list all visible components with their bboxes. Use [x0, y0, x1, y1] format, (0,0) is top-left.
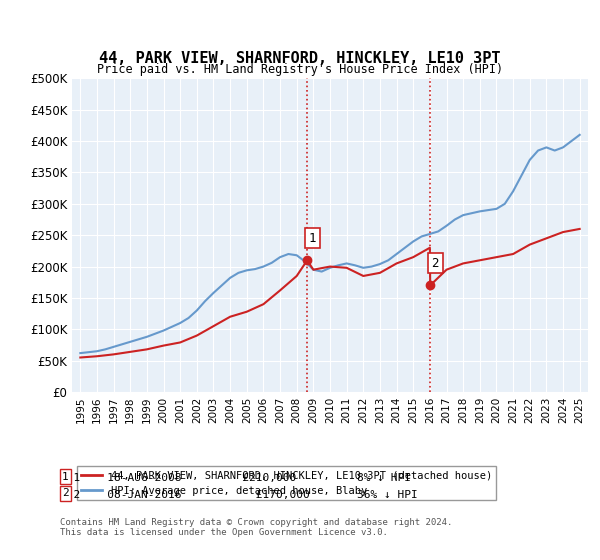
Text: 1: 1 — [308, 232, 316, 245]
Text: Contains HM Land Registry data © Crown copyright and database right 2024.
This d: Contains HM Land Registry data © Crown c… — [60, 518, 452, 538]
Text: Price paid vs. HM Land Registry's House Price Index (HPI): Price paid vs. HM Land Registry's House … — [97, 63, 503, 77]
Text: 1    18-AUG-2008         £210,000         8% ↓ HPI: 1 18-AUG-2008 £210,000 8% ↓ HPI — [60, 473, 411, 483]
Legend: 44, PARK VIEW, SHARNFORD, HINCKLEY, LE10 3PT (detached house), HPI: Average pric: 44, PARK VIEW, SHARNFORD, HINCKLEY, LE10… — [77, 466, 496, 500]
Text: 2    08-JAN-2016           £170,000       36% ↓ HPI: 2 08-JAN-2016 £170,000 36% ↓ HPI — [60, 490, 418, 500]
Text: 2: 2 — [431, 256, 439, 270]
Text: 1: 1 — [62, 472, 68, 482]
Text: 44, PARK VIEW, SHARNFORD, HINCKLEY, LE10 3PT: 44, PARK VIEW, SHARNFORD, HINCKLEY, LE10… — [99, 52, 501, 66]
Text: 2: 2 — [62, 488, 68, 498]
